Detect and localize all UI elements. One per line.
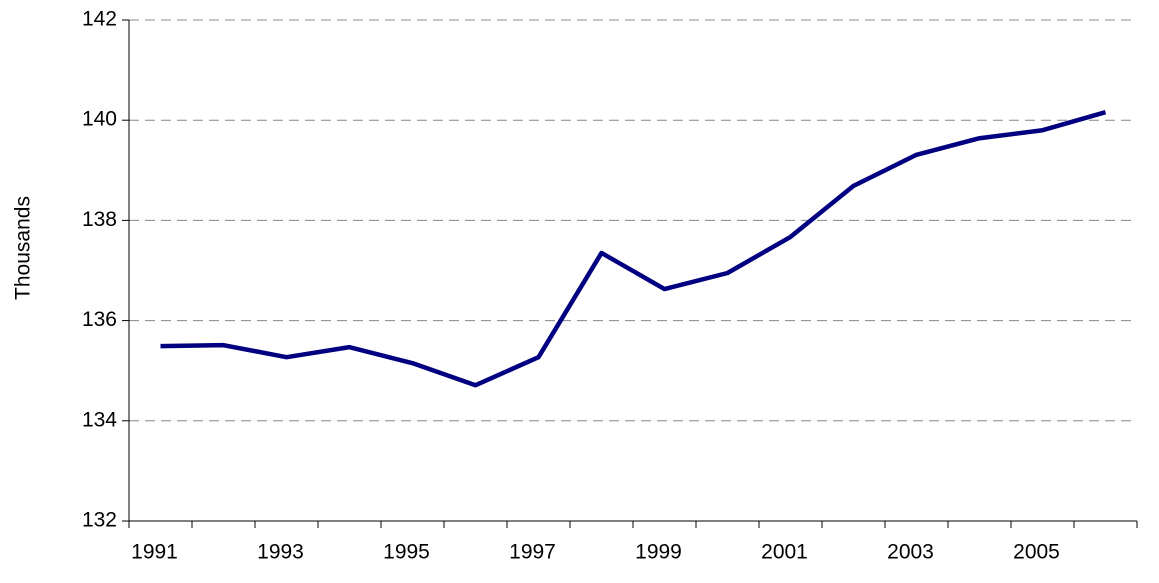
x-tick-label: 1997 [509, 541, 556, 564]
y-tick-label: 142 [82, 8, 117, 31]
x-tick-label: 2001 [761, 541, 808, 564]
y-tick-label: 138 [82, 208, 117, 231]
y-tick-label: 140 [82, 108, 117, 131]
x-tick-label: 1993 [257, 541, 304, 564]
x-tick-label: 2003 [887, 541, 934, 564]
y-tick-label: 134 [82, 408, 117, 431]
y-tick-label: 132 [82, 509, 117, 532]
data-line [160, 110, 1107, 388]
y-axis-label: Thousands [12, 196, 35, 300]
x-tick-label: 2005 [1013, 541, 1060, 564]
x-tick-label: 1991 [131, 541, 178, 564]
x-tick-label: 1995 [383, 541, 430, 564]
y-tick-label: 136 [82, 308, 117, 331]
x-tick-label: 1999 [635, 541, 682, 564]
